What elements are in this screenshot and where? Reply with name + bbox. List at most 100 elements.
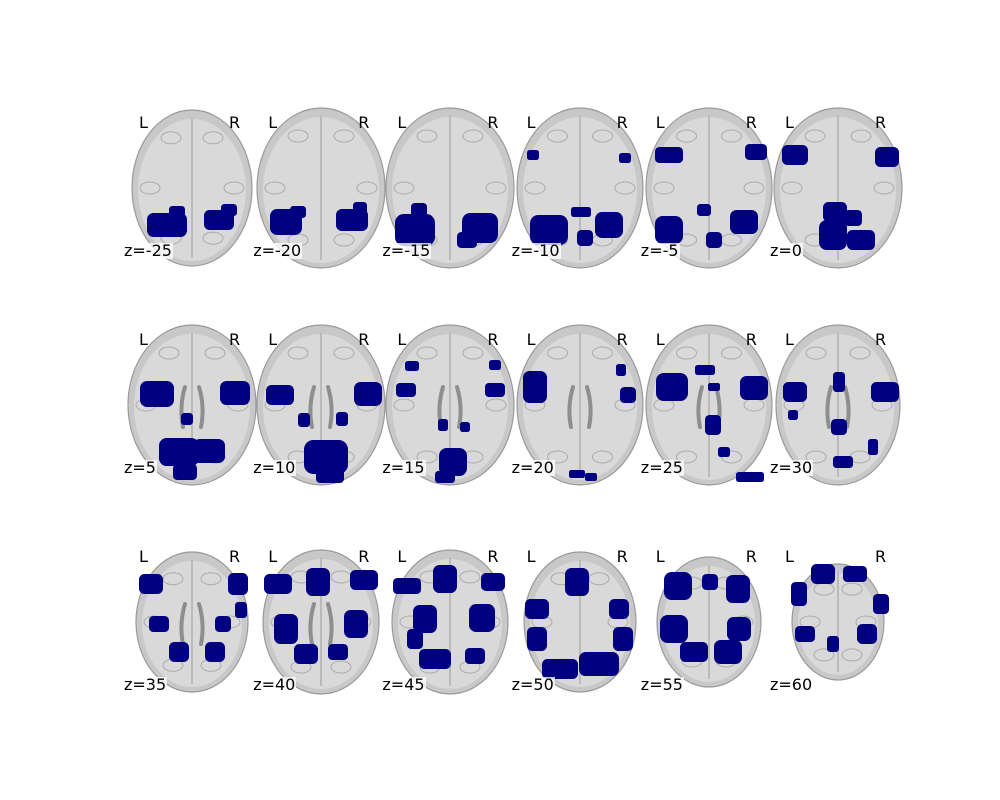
right-orientation-label: R: [616, 547, 628, 566]
gyrus-texture: [653, 181, 675, 195]
activation-cluster: [173, 464, 197, 480]
axial-slice-image: [135, 551, 249, 693]
activation-cluster: [795, 626, 815, 642]
gyrus-texture: [162, 572, 184, 586]
activation-cluster: [469, 604, 496, 632]
gyrus-texture: [546, 129, 568, 143]
axial-slice-panel-9: L R z=15: [381, 317, 515, 492]
activation-cluster: [438, 419, 449, 431]
gyrus-texture: [356, 181, 378, 195]
activation-cluster: [413, 605, 438, 633]
activation-cluster: [354, 382, 383, 406]
left-orientation-label: L: [268, 547, 278, 566]
gyrus-texture: [416, 129, 438, 143]
activation-cluster: [149, 616, 169, 632]
axial-slice-panel-13: L R z=35: [123, 534, 257, 709]
right-orientation-label: R: [745, 547, 757, 566]
right-orientation-label: R: [875, 113, 887, 132]
gyrus-texture: [805, 346, 827, 360]
axial-slice-panel-18: L R z=60: [769, 534, 903, 709]
slice-z-label: z=20: [510, 458, 555, 477]
lateral-ventricles: [308, 385, 334, 429]
right-orientation-label: R: [875, 547, 887, 566]
right-orientation-label: R: [745, 113, 757, 132]
slice-z-label: z=55: [639, 675, 684, 694]
left-orientation-label: L: [397, 330, 407, 349]
axial-slice-panel-2: L R z=-20: [252, 100, 386, 275]
right-orientation-label: R: [616, 113, 628, 132]
activation-cluster: [707, 383, 720, 391]
activation-cluster: [843, 566, 867, 582]
activation-cluster: [139, 574, 163, 594]
activation-cluster: [782, 145, 808, 165]
gyrus-texture: [416, 450, 438, 464]
gyrus-texture: [333, 129, 355, 143]
axial-slice-panel-5: L R z=-5: [639, 100, 774, 275]
axial-slice-image: [256, 324, 386, 486]
activation-cluster: [791, 582, 807, 606]
lateral-ventricles: [179, 602, 205, 646]
slice-z-label: z=-15: [381, 241, 432, 260]
activation-cluster: [679, 642, 708, 662]
activation-cluster: [659, 615, 688, 643]
activation-cluster: [306, 568, 331, 596]
gyrus-texture: [546, 450, 568, 464]
axial-slice-panel-10: L R z=20: [510, 317, 645, 492]
activation-cluster: [570, 207, 591, 217]
activation-cluster: [788, 410, 798, 420]
gyrus-texture: [781, 181, 803, 195]
activation-cluster: [704, 415, 721, 435]
activation-cluster: [576, 230, 593, 246]
activation-cluster: [541, 659, 578, 679]
slice-z-label: z=0: [769, 241, 803, 260]
activation-cluster: [147, 213, 187, 237]
right-orientation-label: R: [358, 330, 370, 349]
right-orientation-label: R: [229, 330, 241, 349]
activation-cluster: [298, 413, 311, 427]
right-orientation-label: R: [487, 330, 499, 349]
activation-cluster: [522, 371, 547, 403]
activation-cluster: [618, 153, 631, 163]
right-orientation-label: R: [229, 113, 241, 132]
slice-z-label: z=40: [252, 675, 297, 694]
left-orientation-label: L: [655, 547, 665, 566]
activation-cluster: [594, 212, 623, 238]
right-orientation-label: R: [487, 547, 499, 566]
activation-cluster: [316, 467, 345, 483]
gyrus-texture: [264, 181, 286, 195]
gyrus-texture: [200, 572, 222, 586]
activation-cluster: [694, 365, 715, 375]
activation-cluster: [526, 150, 539, 160]
axial-slice-panel-12: L R z=30: [769, 317, 903, 492]
activation-cluster: [725, 575, 750, 603]
activation-cluster: [526, 627, 547, 651]
slice-z-label: z=5: [123, 458, 157, 477]
activation-cluster: [578, 652, 619, 676]
gyrus-texture: [158, 346, 180, 360]
activation-cluster: [481, 573, 506, 591]
activation-cluster: [215, 616, 231, 632]
axial-slice-image: [515, 324, 644, 486]
activation-cluster: [655, 373, 688, 401]
left-orientation-label: L: [785, 547, 794, 566]
activation-cluster: [811, 564, 835, 584]
activation-cluster: [264, 574, 293, 594]
activation-cluster: [717, 447, 730, 457]
activation-cluster: [783, 382, 807, 402]
gyrus-texture: [841, 648, 863, 662]
axial-slice-panel-4: L R z=-10: [510, 100, 645, 275]
gyrus-texture: [462, 346, 484, 360]
activation-cluster: [181, 413, 193, 425]
activation-cluster: [819, 220, 847, 250]
gyrus-texture: [416, 346, 438, 360]
slice-z-label: z=25: [639, 458, 684, 477]
axial-slice-image: [515, 107, 644, 269]
activation-cluster: [304, 440, 349, 474]
left-orientation-label: L: [526, 330, 536, 349]
right-orientation-label: R: [487, 113, 499, 132]
left-orientation-label: L: [397, 547, 407, 566]
activation-cluster: [833, 456, 853, 468]
activation-cluster: [564, 568, 589, 596]
activation-cluster: [612, 627, 633, 651]
activation-cluster: [336, 412, 349, 426]
